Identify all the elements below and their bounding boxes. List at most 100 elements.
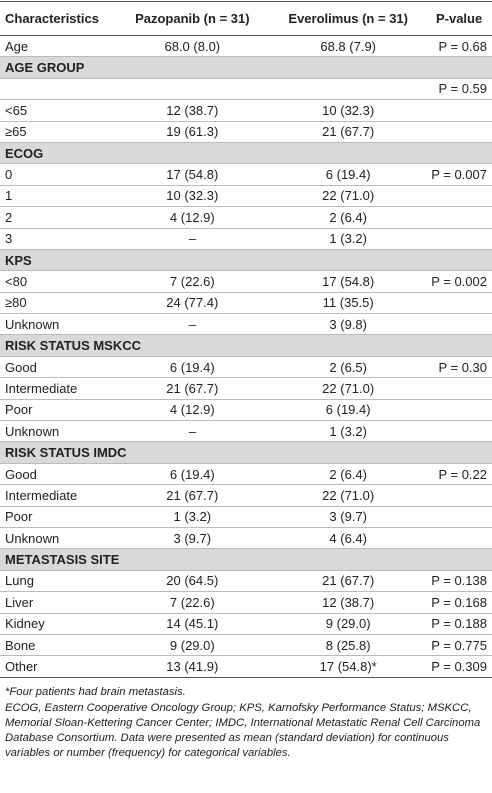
header-cell: Everolimus (n = 31) <box>270 1 427 36</box>
cell: 2 (6.4) <box>270 206 427 229</box>
cell: 6 (19.4) <box>114 463 271 486</box>
cell <box>426 484 492 507</box>
cell: 7 (22.6) <box>114 270 271 293</box>
cell: P = 0.138 <box>426 570 492 593</box>
section-label: RISK STATUS IMDC <box>0 441 492 464</box>
data-row: 0 17 (54.8) 6 (19.4) P = 0.007 <box>0 163 492 186</box>
data-row: Good 6 (19.4) 2 (6.4) P = 0.22 <box>0 463 492 486</box>
cell: Intermediate <box>0 484 115 507</box>
cell: <80 <box>0 270 115 293</box>
cell: 3 (9.8) <box>270 313 427 336</box>
cell: P = 0.168 <box>426 591 492 614</box>
cell <box>426 527 492 550</box>
header-row: Characteristics Pazopanib (n = 31) Everoli… <box>0 1 492 36</box>
cell <box>426 121 492 143</box>
cell: Unknown <box>0 527 115 550</box>
data-row: Other 13 (41.9) 17 (54.8)* P = 0.309 <box>0 655 492 678</box>
cell: 6 (19.4) <box>114 356 271 379</box>
data-row: Unknown 3 (9.7) 4 (6.4) <box>0 527 492 550</box>
section-row: METASTASIS SITE <box>0 548 492 571</box>
cell: 6 (19.4) <box>270 399 427 422</box>
cell <box>114 78 271 101</box>
cell: 3 (9.7) <box>270 506 427 528</box>
cell: P = 0.59 <box>426 78 492 101</box>
cell: Unknown <box>0 420 115 443</box>
cell: Bone <box>0 634 115 657</box>
data-row: Intermediate 21 (67.7) 22 (71.0) <box>0 484 492 507</box>
cell: Kidney <box>0 613 115 635</box>
cell: 4 (6.4) <box>270 527 427 550</box>
data-row: Lung 20 (64.5) 21 (67.7) P = 0.138 <box>0 570 492 593</box>
cell: 11 (35.5) <box>270 292 427 315</box>
data-row: Age 68.0 (8.0) 68.8 (7.9) P = 0.68 <box>0 35 492 58</box>
header-cell: P-value <box>426 1 492 36</box>
data-table: Characteristics Pazopanib (n = 31) Everoli… <box>0 1 492 678</box>
cell: 7 (22.6) <box>114 591 271 614</box>
cell: 21 (67.7) <box>114 484 271 507</box>
cell: ≥65 <box>0 121 115 143</box>
cell: 24 (77.4) <box>114 292 271 315</box>
cell: <65 <box>0 99 115 122</box>
section-label: METASTASIS SITE <box>0 548 492 571</box>
data-row: Bone 9 (29.0) 8 (25.8) P = 0.775 <box>0 634 492 657</box>
cell: – <box>114 228 271 250</box>
cell: Poor <box>0 506 115 528</box>
cell: Good <box>0 463 115 486</box>
cell: 13 (41.9) <box>114 655 271 678</box>
cell: Other <box>0 655 115 678</box>
cell: Poor <box>0 399 115 422</box>
cell <box>426 399 492 422</box>
cell <box>0 78 115 101</box>
cell: ≥80 <box>0 292 115 315</box>
cell <box>426 292 492 315</box>
cell: 22 (71.0) <box>270 185 427 208</box>
cell: 8 (25.8) <box>270 634 427 657</box>
cell: 1 <box>0 185 115 208</box>
section-label: KPS <box>0 249 492 272</box>
data-row: P = 0.59 <box>0 78 492 101</box>
cell: 17 (54.8)* <box>270 655 427 678</box>
footnote: *Four patients had brain metastasis. <box>5 685 186 698</box>
cell <box>426 420 492 443</box>
cell: 1 (3.2) <box>270 228 427 250</box>
data-row: ≥80 24 (77.4) 11 (35.5) <box>0 292 492 315</box>
cell: P = 0.30 <box>426 356 492 379</box>
cell: Age <box>0 35 115 58</box>
cell: 21 (67.7) <box>270 570 427 593</box>
cell: 9 (29.0) <box>114 634 271 657</box>
cell <box>426 185 492 208</box>
cell: P = 0.68 <box>426 35 492 58</box>
data-row: 3–1 (3.2) <box>0 228 492 250</box>
cell: 21 (67.7) <box>270 121 427 143</box>
cell: 9 (29.0) <box>270 613 427 635</box>
data-row: 1 10 (32.3) 22 (71.0) <box>0 185 492 208</box>
data-row: Liver 7 (22.6) 12 (38.7) P = 0.168 <box>0 591 492 614</box>
cell <box>426 228 492 250</box>
cell: P = 0.002 <box>426 270 492 293</box>
cell: 1 (3.2) <box>270 420 427 443</box>
cell: 1 (3.2) <box>114 506 271 528</box>
cell: 6 (19.4) <box>270 163 427 186</box>
data-row: <80 7 (22.6) 17 (54.8) P = 0.002 <box>0 270 492 293</box>
cell: 19 (61.3) <box>114 121 271 143</box>
cell: 17 (54.8) <box>270 270 427 293</box>
data-row: <65 12 (38.7) 10 (32.3) <box>0 99 492 122</box>
cell <box>426 206 492 229</box>
cell: Liver <box>0 591 115 614</box>
cell: 17 (54.8) <box>114 163 271 186</box>
cell <box>426 377 492 400</box>
cell: 22 (71.0) <box>270 484 427 507</box>
data-row: Poor 4 (12.9) 6 (19.4) <box>0 399 492 422</box>
section-row: KPS <box>0 249 492 272</box>
cell: 2 <box>0 206 115 229</box>
section-label: ECOG <box>0 142 492 165</box>
footnote: ECOG, Eastern Cooperative Oncology Group… <box>5 701 481 759</box>
data-row: Poor 1 (3.2) 3 (9.7) <box>0 506 492 528</box>
section-row: RISK STATUS IMDC <box>0 441 492 464</box>
cell: 20 (64.5) <box>114 570 271 593</box>
cell: P = 0.188 <box>426 613 492 635</box>
cell <box>270 78 427 101</box>
cell: 14 (45.1) <box>114 613 271 635</box>
